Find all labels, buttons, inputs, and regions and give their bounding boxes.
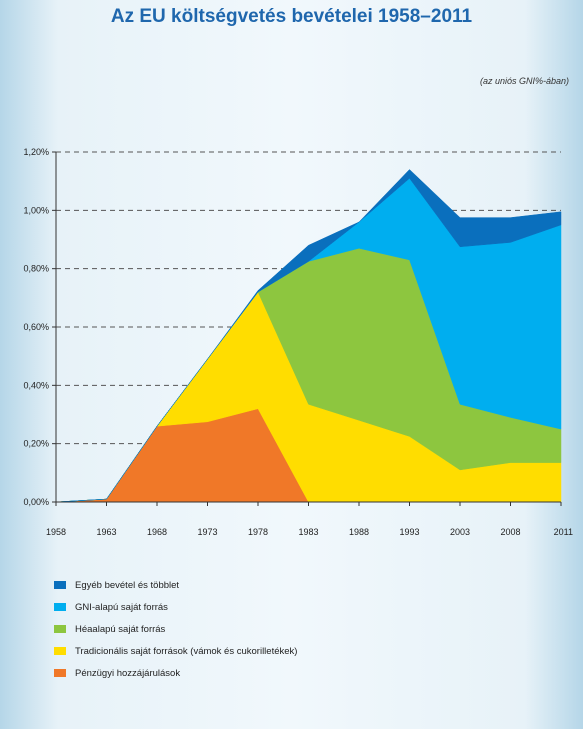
x-tick-label: 1963 — [96, 527, 116, 537]
legend-label: Egyéb bevétel és többlet — [75, 579, 180, 591]
x-tick-label: 1988 — [349, 527, 369, 537]
chart-subtitle: (az uniós GNI%-ában) — [479, 76, 569, 86]
legend-swatch — [54, 603, 66, 611]
x-tick-label: 1958 — [46, 527, 66, 537]
legend-label: GNI-alapú saját forrás — [75, 601, 168, 613]
y-tick-label: 1,00% — [23, 205, 49, 215]
x-tick-label: 1983 — [298, 527, 318, 537]
y-tick-label: 0,20% — [23, 439, 49, 449]
legend-item: Pénzügyi hozzájárulások — [54, 662, 297, 684]
x-tick-label: 2003 — [450, 527, 470, 537]
chart-title: Az EU költségvetés bevételei 1958–2011 — [110, 6, 473, 27]
y-tick-label: 0,00% — [23, 497, 49, 507]
legend-item: Egyéb bevétel és többlet — [54, 574, 297, 596]
y-tick-label: 1,20% — [23, 147, 49, 157]
area-chart: 0,00% 0,20% 0,40% 0,60% 0,80% 1,00% 1,20% 1958 1… — [23, 147, 573, 537]
chart-legend: Egyéb bevétel és többlet GNI-alapú saját … — [54, 574, 297, 684]
legend-swatch — [54, 647, 66, 655]
legend-swatch — [54, 581, 66, 589]
legend-label: Pénzügyi hozzájárulások — [75, 667, 181, 679]
x-tick-label: 1993 — [399, 527, 419, 537]
x-tick-label: 1973 — [197, 527, 217, 537]
legend-swatch — [54, 669, 66, 677]
legend-label: Héaalapú saját forrás — [75, 623, 166, 635]
x-tick-label: 2008 — [500, 527, 520, 537]
y-tick-label: 0,80% — [23, 264, 49, 274]
x-tick-label: 2011 — [554, 527, 573, 537]
legend-item: Tradicionális saját források (vámok és c… — [54, 640, 297, 662]
legend-swatch — [54, 625, 66, 633]
x-tick-label: 1968 — [147, 527, 167, 537]
x-tick-label: 1978 — [248, 527, 268, 537]
legend-label: Tradicionális saját források (vámok és c… — [75, 645, 298, 657]
legend-item: Héaalapú saját forrás — [54, 618, 297, 640]
legend-item: GNI-alapú saját forrás — [54, 596, 297, 618]
area-series-5 — [55, 169, 562, 503]
y-tick-label: 0,40% — [23, 380, 49, 390]
y-tick-label: 0,60% — [23, 322, 49, 332]
